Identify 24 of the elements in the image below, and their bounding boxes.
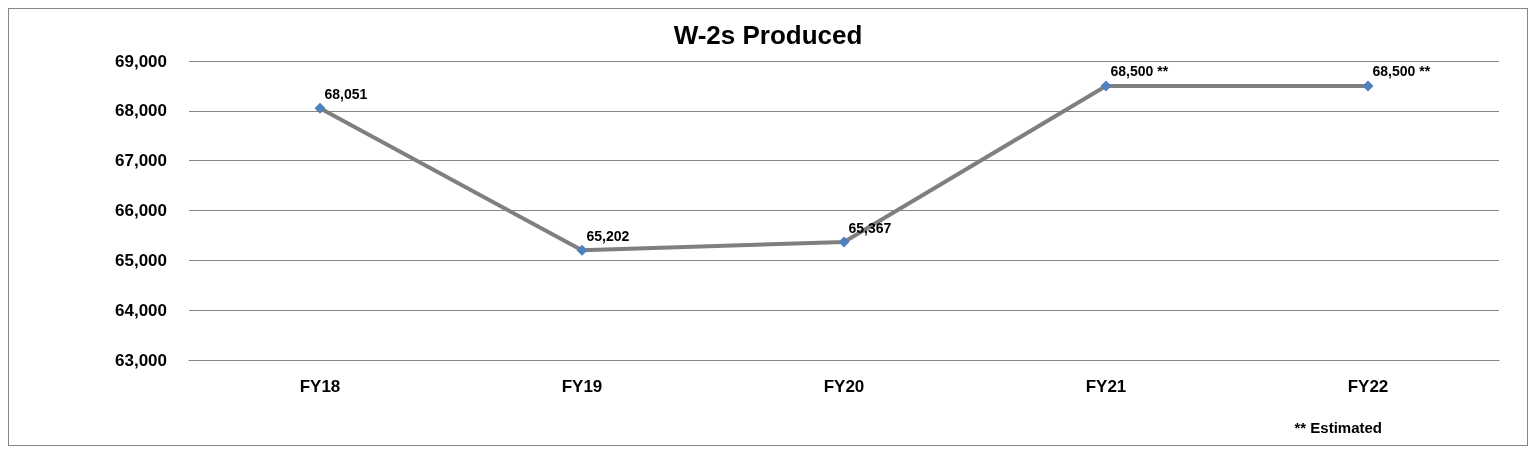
y-tick-label: 68,000 <box>115 101 167 121</box>
point <box>1362 80 1374 92</box>
y-tick-label: 66,000 <box>115 201 167 220</box>
y-tick-label: 64,000 <box>115 300 167 320</box>
x-tick-label: FY20 <box>823 377 865 396</box>
x-tick-label: FY22 <box>1347 377 1389 396</box>
data-label: 65,367 <box>848 219 892 236</box>
y-tick-label: 65,000 <box>115 250 167 270</box>
x-tick-label: FY18 <box>299 377 341 396</box>
x-tick-label: FY21 <box>1085 377 1127 396</box>
y-tick-label: 67,000 <box>115 151 167 171</box>
chart-title: W-2s Produced <box>673 20 863 50</box>
data-label: 68,500 ** <box>1372 63 1431 80</box>
point <box>576 244 588 256</box>
point <box>838 236 850 248</box>
point <box>314 102 326 114</box>
data-label: 68,500 ** <box>1110 63 1169 80</box>
y-tick-label: 63,000 <box>115 350 167 370</box>
point <box>1100 80 1112 92</box>
data-label: 68,051 <box>324 85 368 102</box>
x-tick-label: FY19 <box>561 377 603 396</box>
text: ** Estimated <box>1294 419 1383 436</box>
data-label: 65,202 <box>586 227 630 244</box>
y-tick-label: 69,000 <box>115 51 167 71</box>
